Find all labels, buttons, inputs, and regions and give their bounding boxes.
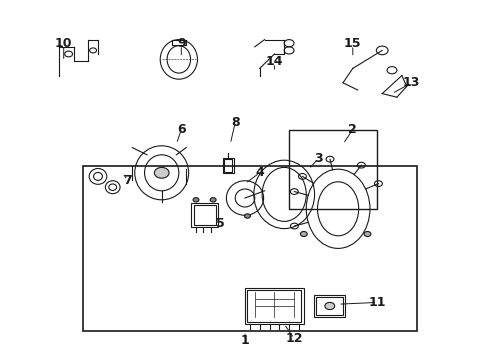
Text: 13: 13 bbox=[403, 76, 420, 89]
Bar bbox=[83, 166, 416, 331]
Text: 11: 11 bbox=[368, 296, 386, 309]
Circle shape bbox=[364, 231, 371, 237]
Text: 2: 2 bbox=[348, 123, 357, 136]
Text: 12: 12 bbox=[285, 332, 303, 345]
Text: 15: 15 bbox=[344, 37, 362, 50]
Circle shape bbox=[193, 198, 199, 202]
Circle shape bbox=[300, 231, 307, 237]
Circle shape bbox=[154, 167, 169, 178]
Text: 8: 8 bbox=[231, 116, 240, 129]
Circle shape bbox=[210, 198, 216, 202]
Text: 7: 7 bbox=[123, 174, 132, 186]
Text: 10: 10 bbox=[55, 37, 73, 50]
Text: 1: 1 bbox=[241, 334, 249, 347]
Bar bbox=[289, 130, 377, 209]
Text: 4: 4 bbox=[255, 166, 264, 179]
Circle shape bbox=[245, 214, 250, 218]
Text: 9: 9 bbox=[177, 37, 186, 50]
Text: 3: 3 bbox=[314, 152, 323, 165]
Text: 5: 5 bbox=[216, 217, 225, 230]
Circle shape bbox=[325, 302, 335, 310]
Text: 14: 14 bbox=[266, 55, 283, 68]
Text: 6: 6 bbox=[177, 123, 186, 136]
